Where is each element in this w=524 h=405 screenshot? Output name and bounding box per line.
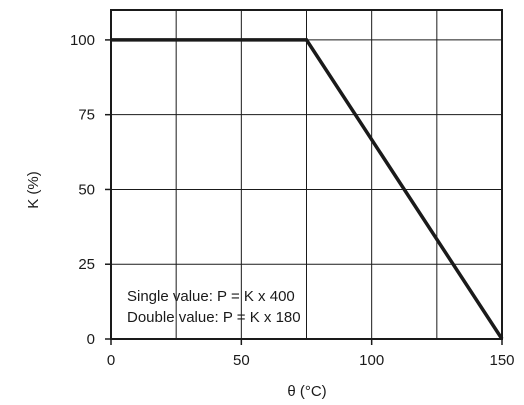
annotation-double-value: Double value: P = K x 180 (127, 309, 301, 326)
annotation-single-value: Single value: P = K x 400 (127, 288, 295, 305)
y-tick-label: 100 (70, 32, 95, 49)
y-tick-label: 0 (87, 331, 95, 348)
x-tick-label: 150 (489, 352, 514, 369)
x-tick-label: 100 (359, 352, 384, 369)
x-tick-label: 50 (233, 352, 250, 369)
series-layer (111, 38, 504, 340)
x-tick-label: 0 (107, 352, 115, 369)
y-tick-label: 75 (78, 107, 95, 124)
y-tick-label: 50 (78, 181, 95, 198)
x-axis-label: θ (°C) (287, 383, 326, 400)
x-tick-labels: 0 50 100 150 (107, 339, 515, 369)
series-line (111, 38, 504, 340)
y-axis-label: K (%) (25, 171, 42, 209)
plot-frame (110, 9, 503, 340)
y-tick-label: 25 (78, 256, 95, 273)
y-tick-labels: 0 25 50 75 100 (70, 32, 111, 348)
